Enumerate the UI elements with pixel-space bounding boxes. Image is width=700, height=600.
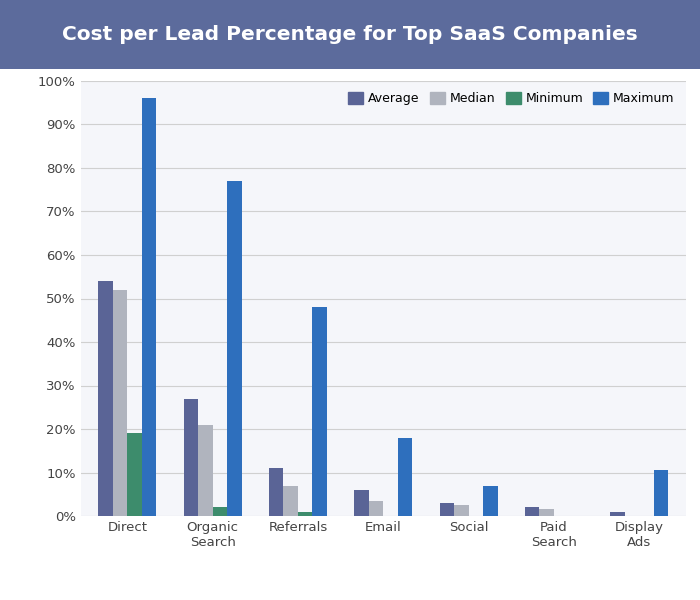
Bar xyxy=(312,307,327,516)
Bar xyxy=(284,485,298,516)
Bar xyxy=(654,470,668,516)
Bar xyxy=(142,98,156,516)
Text: Cost per Lead Percentage for Top SaaS Companies: Cost per Lead Percentage for Top SaaS Co… xyxy=(62,25,638,44)
Bar xyxy=(213,507,228,516)
Bar xyxy=(354,490,369,516)
Bar xyxy=(525,507,539,516)
Bar xyxy=(269,468,284,516)
Bar xyxy=(183,398,198,516)
Bar xyxy=(539,509,554,516)
Bar xyxy=(369,501,384,516)
Bar xyxy=(113,290,127,516)
Bar xyxy=(127,433,142,516)
Bar xyxy=(454,505,468,516)
Legend: Average, Median, Minimum, Maximum: Average, Median, Minimum, Maximum xyxy=(344,87,680,110)
Bar xyxy=(228,181,241,516)
Bar xyxy=(440,503,454,516)
Bar xyxy=(398,438,412,516)
Bar xyxy=(483,485,498,516)
Bar xyxy=(99,281,113,516)
Bar xyxy=(298,512,312,516)
Bar xyxy=(198,425,213,516)
Bar xyxy=(610,512,624,516)
